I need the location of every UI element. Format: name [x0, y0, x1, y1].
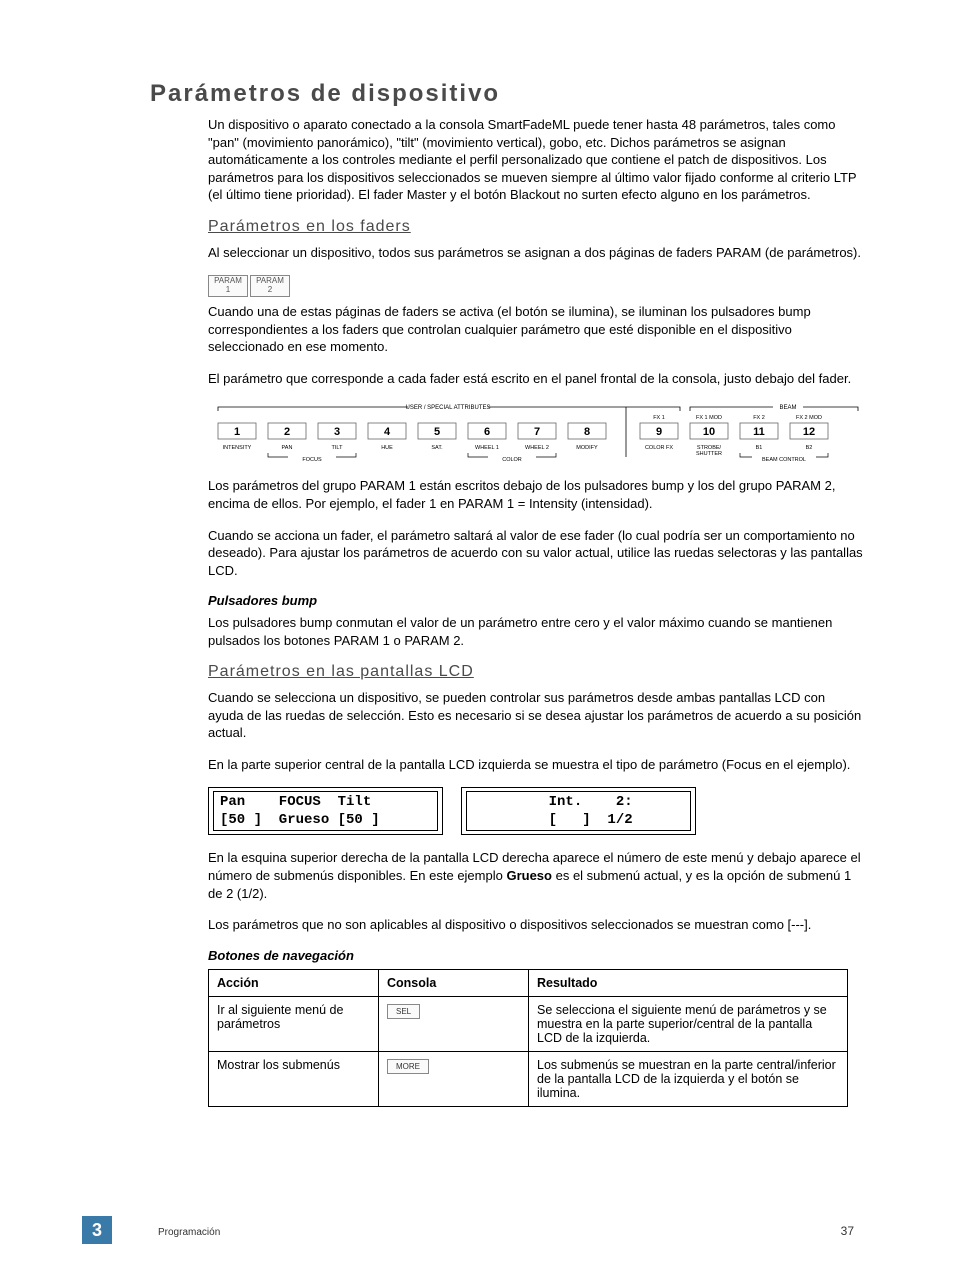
section1-p2: Cuando una de estas páginas de faders se…: [208, 303, 864, 356]
lcd-left: Pan FOCUS Tilt [50 ] Grueso [50 ]: [208, 787, 443, 835]
svg-text:FX 2 MOD: FX 2 MOD: [796, 415, 822, 421]
svg-text:FX 1 MOD: FX 1 MOD: [696, 415, 722, 421]
nav-table: Acción Consola Resultado Ir al siguiente…: [208, 969, 848, 1107]
svg-text:B1: B1: [756, 445, 763, 451]
svg-text:FOCUS: FOCUS: [302, 457, 322, 463]
svg-text:10: 10: [703, 426, 715, 438]
svg-text:12: 12: [803, 426, 815, 438]
svg-text:TILT: TILT: [332, 445, 344, 451]
svg-text:6: 6: [484, 426, 490, 438]
svg-text:WHEEL 2: WHEEL 2: [525, 445, 549, 451]
svg-text:PAN: PAN: [282, 445, 293, 451]
svg-text:COLOR FX: COLOR FX: [645, 445, 673, 451]
svg-text:1: 1: [234, 426, 240, 438]
svg-text:BEAM: BEAM: [779, 405, 796, 411]
cell-consola: MORE: [379, 1051, 529, 1106]
svg-text:FX 2: FX 2: [753, 415, 765, 421]
th-resultado: Resultado: [529, 969, 848, 996]
chapter-number: 3: [82, 1216, 112, 1244]
section2-p3: En la esquina superior derecha de la pan…: [208, 849, 864, 902]
param1-button: PARAM 1: [208, 275, 248, 297]
svg-text:BEAM CONTROL: BEAM CONTROL: [762, 457, 806, 463]
section-lcd-title: Parámetros en las pantallas LCD: [208, 663, 864, 681]
svg-text:SHUTTER: SHUTTER: [696, 451, 722, 457]
section2-p1: Cuando se selecciona un dispositivo, se …: [208, 689, 864, 742]
section2-p2: En la parte superior central de la panta…: [208, 756, 864, 774]
console-button: MORE: [387, 1059, 429, 1074]
page-title: Parámetros de dispositivo: [150, 80, 864, 108]
lcd-left-text: Pan FOCUS Tilt [50 ] Grueso [50 ]: [213, 791, 438, 831]
p3b: Grueso: [506, 868, 552, 883]
section1-p4: Los parámetros del grupo PARAM 1 están e…: [208, 477, 864, 512]
svg-text:INTENSITY: INTENSITY: [223, 445, 252, 451]
console-button: SEL: [387, 1004, 420, 1019]
table-row: Ir al siguiente menú de parámetros SEL Se …: [209, 996, 848, 1051]
section2-p4: Los parámetros que no son aplicables al …: [208, 916, 864, 934]
section1-p5: Cuando se acciona un fader, el parámetro…: [208, 527, 864, 580]
cell-resultado: Se selecciona el siguiente menú de parám…: [529, 996, 848, 1051]
svg-text:11: 11: [753, 426, 765, 438]
fader-panel-diagram: USER / SPECIAL ATTRIBUTES BEAM 1 INTENSITY 2…: [208, 401, 868, 465]
bump-p: Los pulsadores bump conmutan el valor de…: [208, 614, 864, 649]
section1-p3: El parámetro que corresponde a cada fade…: [208, 370, 864, 388]
svg-text:B2: B2: [806, 445, 813, 451]
table-row: Mostrar los submenús MORE Los submenús se …: [209, 1051, 848, 1106]
svg-text:FX 1: FX 1: [653, 415, 665, 421]
svg-text:5: 5: [434, 426, 440, 438]
page-footer: 3 Programación 37: [0, 1216, 954, 1244]
footer-page-number: 37: [841, 1224, 854, 1238]
svg-text:COLOR: COLOR: [502, 457, 522, 463]
svg-text:USER / SPECIAL ATTRIBUTES: USER / SPECIAL ATTRIBUTES: [405, 405, 490, 411]
param1-num: 1: [209, 286, 247, 295]
nav-title: Botones de navegación: [208, 948, 864, 963]
lcd-right-text: Int. 2: [ ] 1/2: [466, 791, 691, 831]
param2-button: PARAM 2: [250, 275, 290, 297]
intro-paragraph: Un dispositivo o aparato conectado a la …: [208, 116, 864, 204]
svg-text:7: 7: [534, 426, 540, 438]
cell-accion: Mostrar los submenús: [209, 1051, 379, 1106]
svg-text:4: 4: [384, 426, 391, 438]
bump-title: Pulsadores bump: [208, 593, 864, 608]
footer-section: Programación: [158, 1227, 220, 1238]
th-consola: Consola: [379, 969, 529, 996]
lcd-right: Int. 2: [ ] 1/2: [461, 787, 696, 835]
svg-text:WHEEL 1: WHEEL 1: [475, 445, 499, 451]
svg-text:3: 3: [334, 426, 340, 438]
section1-p1: Al seleccionar un dispositivo, todos sus…: [208, 244, 864, 262]
cell-consola: SEL: [379, 996, 529, 1051]
svg-text:8: 8: [584, 426, 590, 438]
param2-num: 2: [251, 286, 289, 295]
svg-text:SAT.: SAT.: [431, 445, 443, 451]
cell-resultado: Los submenús se muestran en la parte cen…: [529, 1051, 848, 1106]
svg-text:9: 9: [656, 426, 662, 438]
svg-text:2: 2: [284, 426, 290, 438]
cell-accion: Ir al siguiente menú de parámetros: [209, 996, 379, 1051]
section-faders-title: Parámetros en los faders: [208, 218, 864, 236]
th-accion: Acción: [209, 969, 379, 996]
svg-text:HUE: HUE: [381, 445, 393, 451]
svg-text:MODIFY: MODIFY: [576, 445, 598, 451]
